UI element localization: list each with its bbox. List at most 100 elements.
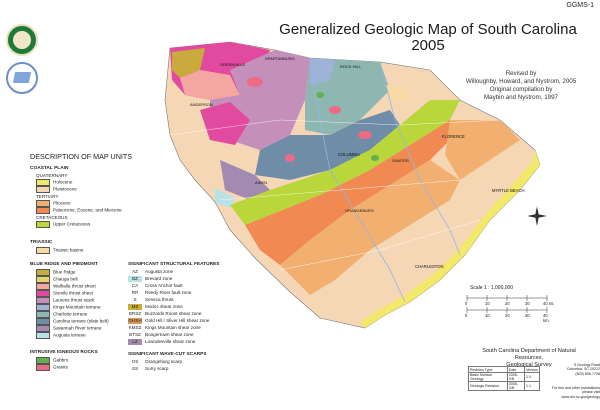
legend-upper-cretaceous: Upper Cretaceous xyxy=(36,221,90,228)
structure-code: BRSZ xyxy=(128,311,142,316)
legend-pleistocene-label: Pleistocene xyxy=(53,186,77,192)
structure-code: MZ xyxy=(128,304,142,310)
legend-chauga: Chauga belt xyxy=(36,276,78,283)
legend-sixmile-label: Sixmile thrust sheet xyxy=(53,290,94,296)
triassic-heading: TRIASSIC xyxy=(30,240,53,245)
scale-km-10: 10 xyxy=(485,313,490,318)
agency-address1: 5 Geology Road xyxy=(574,363,600,367)
county-line xyxy=(219,179,461,201)
legend-laurens: Laurens thrust stack xyxy=(36,297,95,304)
revision-cell: 2005-GB xyxy=(506,381,525,391)
city-label-sumter: SUMTER xyxy=(392,158,409,163)
granite-pluton xyxy=(358,131,372,139)
sixmile-lower-region xyxy=(200,102,250,145)
pliocene-region xyxy=(280,160,460,295)
swatch-pleistocene xyxy=(36,186,50,193)
credit-line2: Willoughby, Howard, and Nystrom, 2005 xyxy=(465,78,577,85)
map-title: Generalized Geologic Map of South Caroli… xyxy=(268,22,588,54)
legend-structure-ghsh: GHSH Gold Hill / Silver Hill shear zone xyxy=(128,318,209,324)
agency-name: South Carolina Department of Natural Res… xyxy=(468,348,590,369)
scale-mi-20: 20 xyxy=(505,301,510,306)
scarps-heading: SIGNIFICANT WAVE-CUT SCARPS xyxy=(128,352,207,357)
legend-kings-mountain-label: Kings Mountain terrane xyxy=(53,304,101,310)
legend-scarp-os: OS Orangeburg scarp xyxy=(128,359,182,365)
swatch-pliocene xyxy=(36,200,50,207)
structure-code: BTSZ xyxy=(129,332,141,337)
city-label-greenville: GREENVILLE xyxy=(220,62,245,67)
credit-line3: Original compilation by xyxy=(489,86,553,93)
scarp-code: OS xyxy=(131,359,139,364)
agency-address2: Columbia, SC 29212 xyxy=(566,367,600,372)
revision-cell: 2005-GB xyxy=(506,372,525,382)
scale-km-20: 20 xyxy=(505,313,510,318)
granite-pluton xyxy=(247,77,263,87)
county-line xyxy=(169,119,501,136)
structural-heading: SIGNIFICANT STRUCTURAL FEATURES xyxy=(128,262,220,267)
structure-code: AZ xyxy=(132,269,138,274)
legend-heading: DESCRIPTION OF MAP UNITS xyxy=(30,152,133,161)
triassic-basin-region xyxy=(385,85,410,102)
upper-cretaceous-region xyxy=(230,100,460,225)
legend-granite: Granite xyxy=(36,364,69,371)
scale-bar: 0 10 20 30 40 mi. 0 10 20 30 40 km. xyxy=(465,292,555,323)
table-row: Basic Surface Geology 2005-GB 1.0 xyxy=(468,372,541,382)
scarp-name: Surry scarp xyxy=(145,366,169,371)
dnr-logo-icon xyxy=(6,24,38,56)
legend-blue-ridge: Blue Ridge xyxy=(36,269,75,276)
legend-walhalla: Walhalla thrust sheet xyxy=(36,283,96,290)
scale-mi-30: 30 xyxy=(525,301,530,306)
intrusive-heading: INTRUSIVE IGNEOUS ROCKS xyxy=(30,350,98,355)
paleocene-region xyxy=(245,120,460,265)
legend-paleocene-label: Paleocene, Eocene, and Miocene xyxy=(53,207,122,213)
legend-chauga-label: Chauga belt xyxy=(53,276,78,282)
scale-mi-40: 40 mi. xyxy=(543,301,555,306)
augusta-terrane-region xyxy=(215,188,235,208)
geologic-map: COLUMBIA FLORENCE MYRTLE BEACH CHARLESTO… xyxy=(164,41,541,329)
swatch-triassic xyxy=(36,247,50,254)
scale-km-30: 30 xyxy=(525,313,530,318)
city-label-charleston: CHARLESTON xyxy=(415,264,444,269)
legend-paleocene: Paleocene, Eocene, and Miocene xyxy=(36,207,122,214)
structure-name: Brevard zone xyxy=(145,276,173,281)
credit-line1: Revised by xyxy=(505,70,537,77)
structure-name: Seneca thrust xyxy=(145,297,174,302)
revision-cell: Basic Surface Geology xyxy=(468,372,508,382)
publication-note: For this and other publications please v… xyxy=(551,386,600,399)
city-label-columbia: COLUMBIA xyxy=(338,152,360,157)
swatch-blue-ridge xyxy=(36,269,50,276)
agency-line1: South Carolina Department of Natural Res… xyxy=(482,348,576,361)
credits: Revised by Willoughby, Howard, and Nystr… xyxy=(436,70,600,102)
scale-km-40: 40 km. xyxy=(543,313,550,323)
swatch-kings-mountain xyxy=(36,304,50,311)
sc-state-logo-icon xyxy=(6,62,38,94)
swatch-holocene xyxy=(36,179,50,186)
legend-structure-lz: LZ Lowndesville shear zone xyxy=(128,339,195,345)
legend-augusta-label: Augusta terrane xyxy=(53,332,86,338)
legend-holocene-label: Holocene xyxy=(53,179,73,185)
legend-sixmile: Sixmile thrust sheet xyxy=(36,290,94,297)
city-label-rock-hill: ROCK HILL xyxy=(340,64,362,69)
scale-mi-0: 0 xyxy=(465,301,468,306)
legend-pliocene: Pliocene xyxy=(36,200,71,207)
structure-code: LZ xyxy=(128,339,142,345)
legend-laurens-label: Laurens thrust stack xyxy=(53,297,95,303)
legend-walhalla-label: Walhalla thrust sheet xyxy=(53,283,96,289)
legend-structure-mz: MZ Modoc shear zone xyxy=(128,304,183,310)
cretaceous-label: CRETACEOUS xyxy=(36,215,68,220)
legend-structure-s: S Seneca thrust xyxy=(128,297,173,303)
structure-code: BZ xyxy=(128,276,142,282)
legend-granite-label: Granite xyxy=(53,364,69,370)
city-label-aiken: AIKEN xyxy=(255,180,267,185)
agency-address: 5 Geology Road Columbia, SC 29212 (803) … xyxy=(545,363,600,376)
structure-name: Cross Anchor fault xyxy=(145,283,183,288)
scarp-code: SS xyxy=(131,366,139,371)
swatch-carolina xyxy=(36,318,50,325)
county-line xyxy=(279,219,481,271)
swatch-savannah-river xyxy=(36,325,50,332)
tertiary-label: TERTIARY xyxy=(36,194,59,199)
legend-carolina-label: Carolina terrane (slate belt) xyxy=(53,318,109,324)
legend-structure-bz: BZ Brevard zone xyxy=(128,276,172,282)
scarp-name: Orangeburg scarp xyxy=(145,359,183,364)
legend-charlotte-label: Charlotte terrane xyxy=(53,311,88,317)
